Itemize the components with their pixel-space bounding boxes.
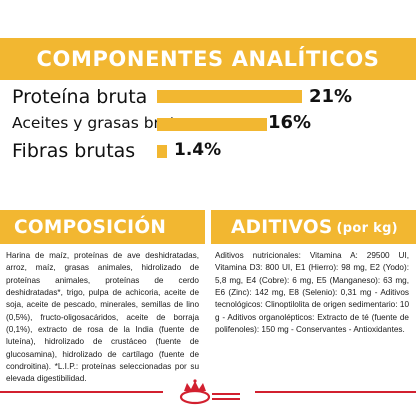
analytic-row-bar [157,90,302,103]
additives-banner: ADITIVOS (por kg) [211,210,416,244]
footer-divider-left [0,391,163,393]
royal-canin-logo [172,378,248,408]
analytic-components-title: COMPONENTES ANALÍTICOS [36,47,380,71]
additives-text: Aditivos nutricionales: Vitamina A: 2950… [215,251,409,335]
additives-subtitle: (por kg) [336,221,398,236]
analytic-row-label: Aceites y grasas brutos [12,114,194,132]
analytic-row-value: 1.4% [174,140,222,160]
analytic-row-bar [157,118,268,131]
composition-title: COMPOSICIÓN [14,216,167,238]
analytic-row-bar [157,145,167,158]
analytic-row-label: Fibras brutas [12,140,136,162]
composition-text: Harina de maíz, proteínas de ave deshidr… [6,251,199,384]
analytic-components-banner: COMPONENTES ANALÍTICOS [0,38,416,80]
footer-divider-right [255,391,416,393]
analytic-row-value: 16% [268,112,312,133]
composition-banner: COMPOSICIÓN [0,210,205,244]
analytic-row-value: 21% [309,86,353,107]
crown-icon [179,379,240,405]
additives-title: ADITIVOS [231,216,333,238]
analytic-row-label: Proteína bruta [12,86,148,108]
